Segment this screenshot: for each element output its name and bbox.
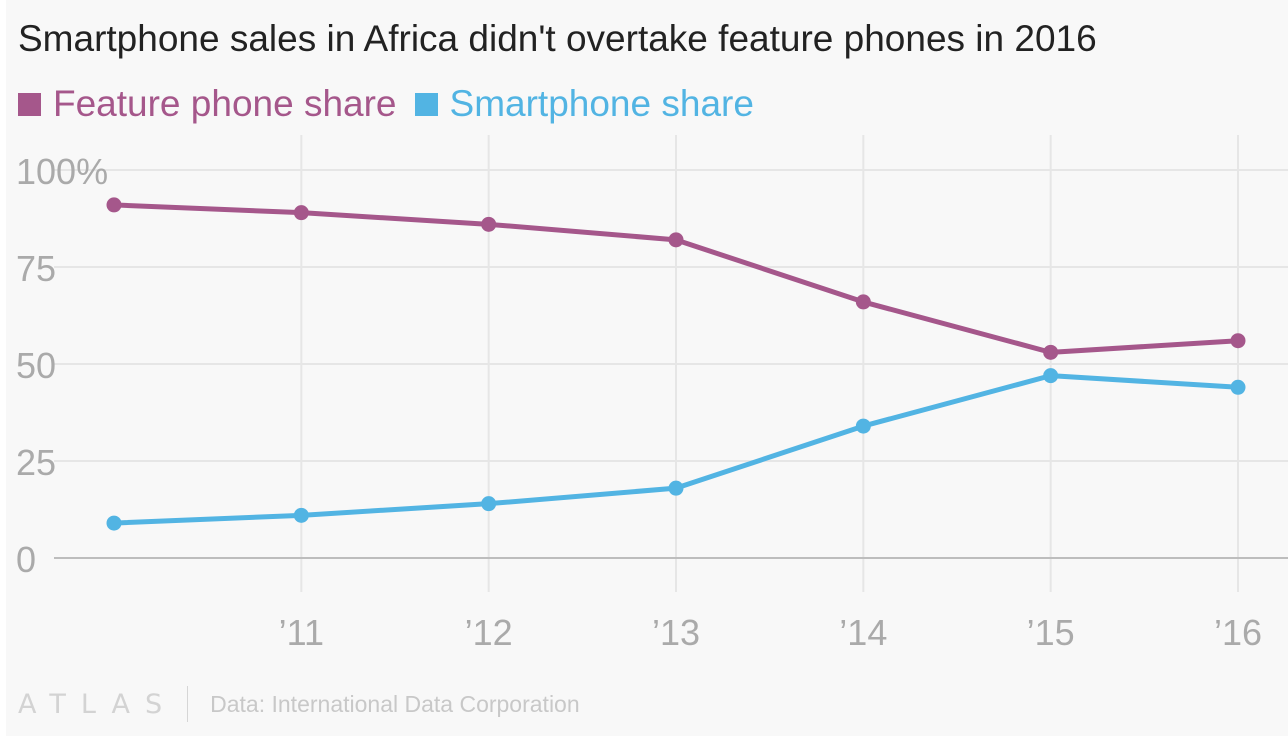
- legend-label-feature: Feature phone share: [53, 83, 397, 124]
- line-chart: 0 25 50 75 100% ’11 ’12 ’13 ’14 ’15 ’16: [16, 135, 1288, 653]
- x-tick-label-3: ’14: [839, 612, 887, 653]
- data-point-smartphone-2015: [1043, 368, 1059, 384]
- y-tick-label-4: 100%: [16, 151, 108, 192]
- x-tick-label-4: ’15: [1027, 612, 1075, 653]
- data-point-smartphone-2012: [481, 496, 497, 512]
- data-point-smartphone-2016: [1230, 379, 1246, 395]
- data-point-feature-2015: [1043, 344, 1059, 360]
- legend-item-feature: Feature phone share: [18, 83, 397, 125]
- legend-swatch-feature: [18, 92, 41, 116]
- data-point-feature-2016: [1230, 333, 1246, 349]
- data-point-feature-2013: [668, 232, 684, 248]
- legend-swatch-smartphone: [414, 92, 438, 116]
- source-note: Data: International Data Corporation: [210, 690, 580, 717]
- x-tick-label-0: ’11: [279, 612, 324, 653]
- footer-divider: [187, 686, 189, 722]
- x-tick-label-5: ’16: [1214, 612, 1262, 653]
- data-point-feature-2012: [481, 216, 497, 232]
- atlas-logo: ATLAS: [18, 688, 178, 720]
- y-tick-label-2: 50: [16, 345, 56, 386]
- data-point-smartphone-2010: [106, 515, 122, 531]
- data-point-smartphone-2011: [293, 507, 309, 523]
- data-point-feature-2014: [855, 294, 871, 310]
- legend-item-smartphone: Smartphone share: [414, 83, 754, 125]
- chart-title: Smartphone sales in Africa didn't overta…: [18, 18, 1097, 59]
- x-tick-label-1: ’12: [465, 612, 513, 653]
- footer: ATLAS Data: International Data Corporati…: [18, 684, 580, 724]
- data-point-smartphone-2014: [855, 418, 871, 434]
- legend: Feature phone share Smartphone share: [18, 82, 772, 126]
- data-point-feature-2011: [293, 205, 309, 221]
- chart-frame: Smartphone sales in Africa didn't overta…: [6, 0, 1288, 736]
- data-point-smartphone-2013: [668, 480, 684, 496]
- legend-label-smartphone: Smartphone share: [449, 83, 754, 124]
- x-tick-label-2: ’13: [652, 612, 700, 653]
- y-tick-label-0: 0: [16, 539, 36, 580]
- y-tick-label-1: 25: [16, 442, 56, 483]
- y-tick-label-3: 75: [16, 248, 56, 289]
- data-point-feature-2010: [106, 197, 122, 213]
